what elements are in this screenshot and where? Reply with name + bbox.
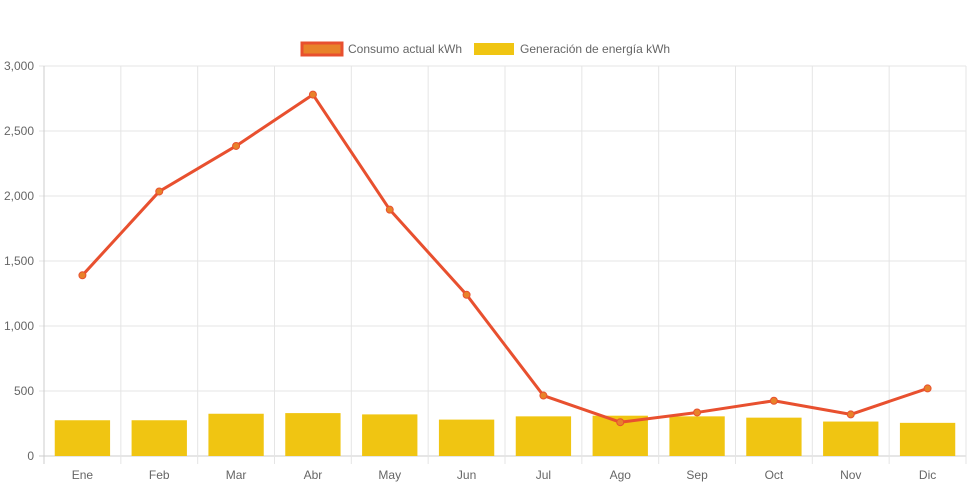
point-nov[interactable] [846,410,855,419]
bar-oct[interactable] [746,417,802,456]
point-abr[interactable] [308,90,317,99]
y-tick-label: 1,500 [4,254,34,268]
y-tick-label: 2,000 [4,189,34,203]
bar-ene[interactable] [54,420,111,456]
y-tick-label: 3,000 [4,59,34,73]
point-ene[interactable] [78,271,87,280]
point-oct[interactable] [769,396,778,405]
x-tick-label: Abr [304,468,323,482]
x-tick-label: May [378,468,401,482]
bar-sep[interactable] [669,416,725,456]
y-tick-label: 0 [27,449,34,463]
y-tick-label: 500 [14,384,34,398]
point-feb[interactable] [155,187,164,196]
x-tick-label: Dic [919,468,936,482]
bar-dic[interactable] [899,422,956,456]
legend-label-generacion: Generación de energía kWh [520,42,670,56]
x-tick-label: Jul [536,468,551,482]
x-tick-label: Mar [226,468,247,482]
bar-feb[interactable] [131,420,187,456]
point-sep[interactable] [693,408,702,417]
point-ago[interactable] [616,418,625,427]
legend-swatch-consumo [300,41,344,57]
bar-abr[interactable] [285,413,341,456]
generation-bars [54,413,956,456]
y-tick-label: 2,500 [4,124,34,138]
legend-swatch-generacion [474,43,514,55]
point-may[interactable] [385,205,394,214]
bar-mar[interactable] [208,413,264,456]
bar-jun[interactable] [438,419,495,456]
bar-jul[interactable] [515,416,572,456]
x-tick-label: Ene [72,468,94,482]
x-tick-label: Oct [765,468,784,482]
grid [39,65,967,464]
legend[interactable]: Consumo actual kWh Generación de energía… [300,41,670,57]
legend-item-consumo[interactable]: Consumo actual kWh [300,41,462,57]
y-tick-label: 1,000 [4,319,34,333]
x-tick-label: Sep [686,468,708,482]
legend-label-consumo: Consumo actual kWh [348,42,462,56]
point-mar[interactable] [232,141,241,150]
consumption-line-path [81,93,929,424]
bar-nov[interactable] [823,421,879,456]
bar-may[interactable] [362,414,418,456]
x-tick-label: Ago [610,468,632,482]
axes: 0 500 1,000 1,500 2,000 2,500 3,000 Ene Feb Mar Ab… [4,59,936,482]
legend-item-generacion[interactable]: Generación de energía kWh [474,42,670,56]
x-tick-label: Nov [840,468,861,482]
x-tick-label: Jun [457,468,476,482]
point-jun[interactable] [462,290,471,299]
consumption-line [78,90,932,427]
x-tick-label: Feb [149,468,170,482]
point-jul[interactable] [539,391,548,400]
point-dic[interactable] [923,384,932,393]
